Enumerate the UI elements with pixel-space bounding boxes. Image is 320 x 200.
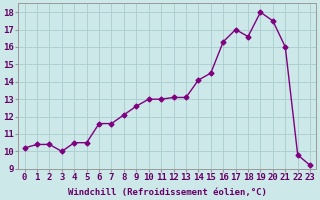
X-axis label: Windchill (Refroidissement éolien,°C): Windchill (Refroidissement éolien,°C)	[68, 188, 267, 197]
